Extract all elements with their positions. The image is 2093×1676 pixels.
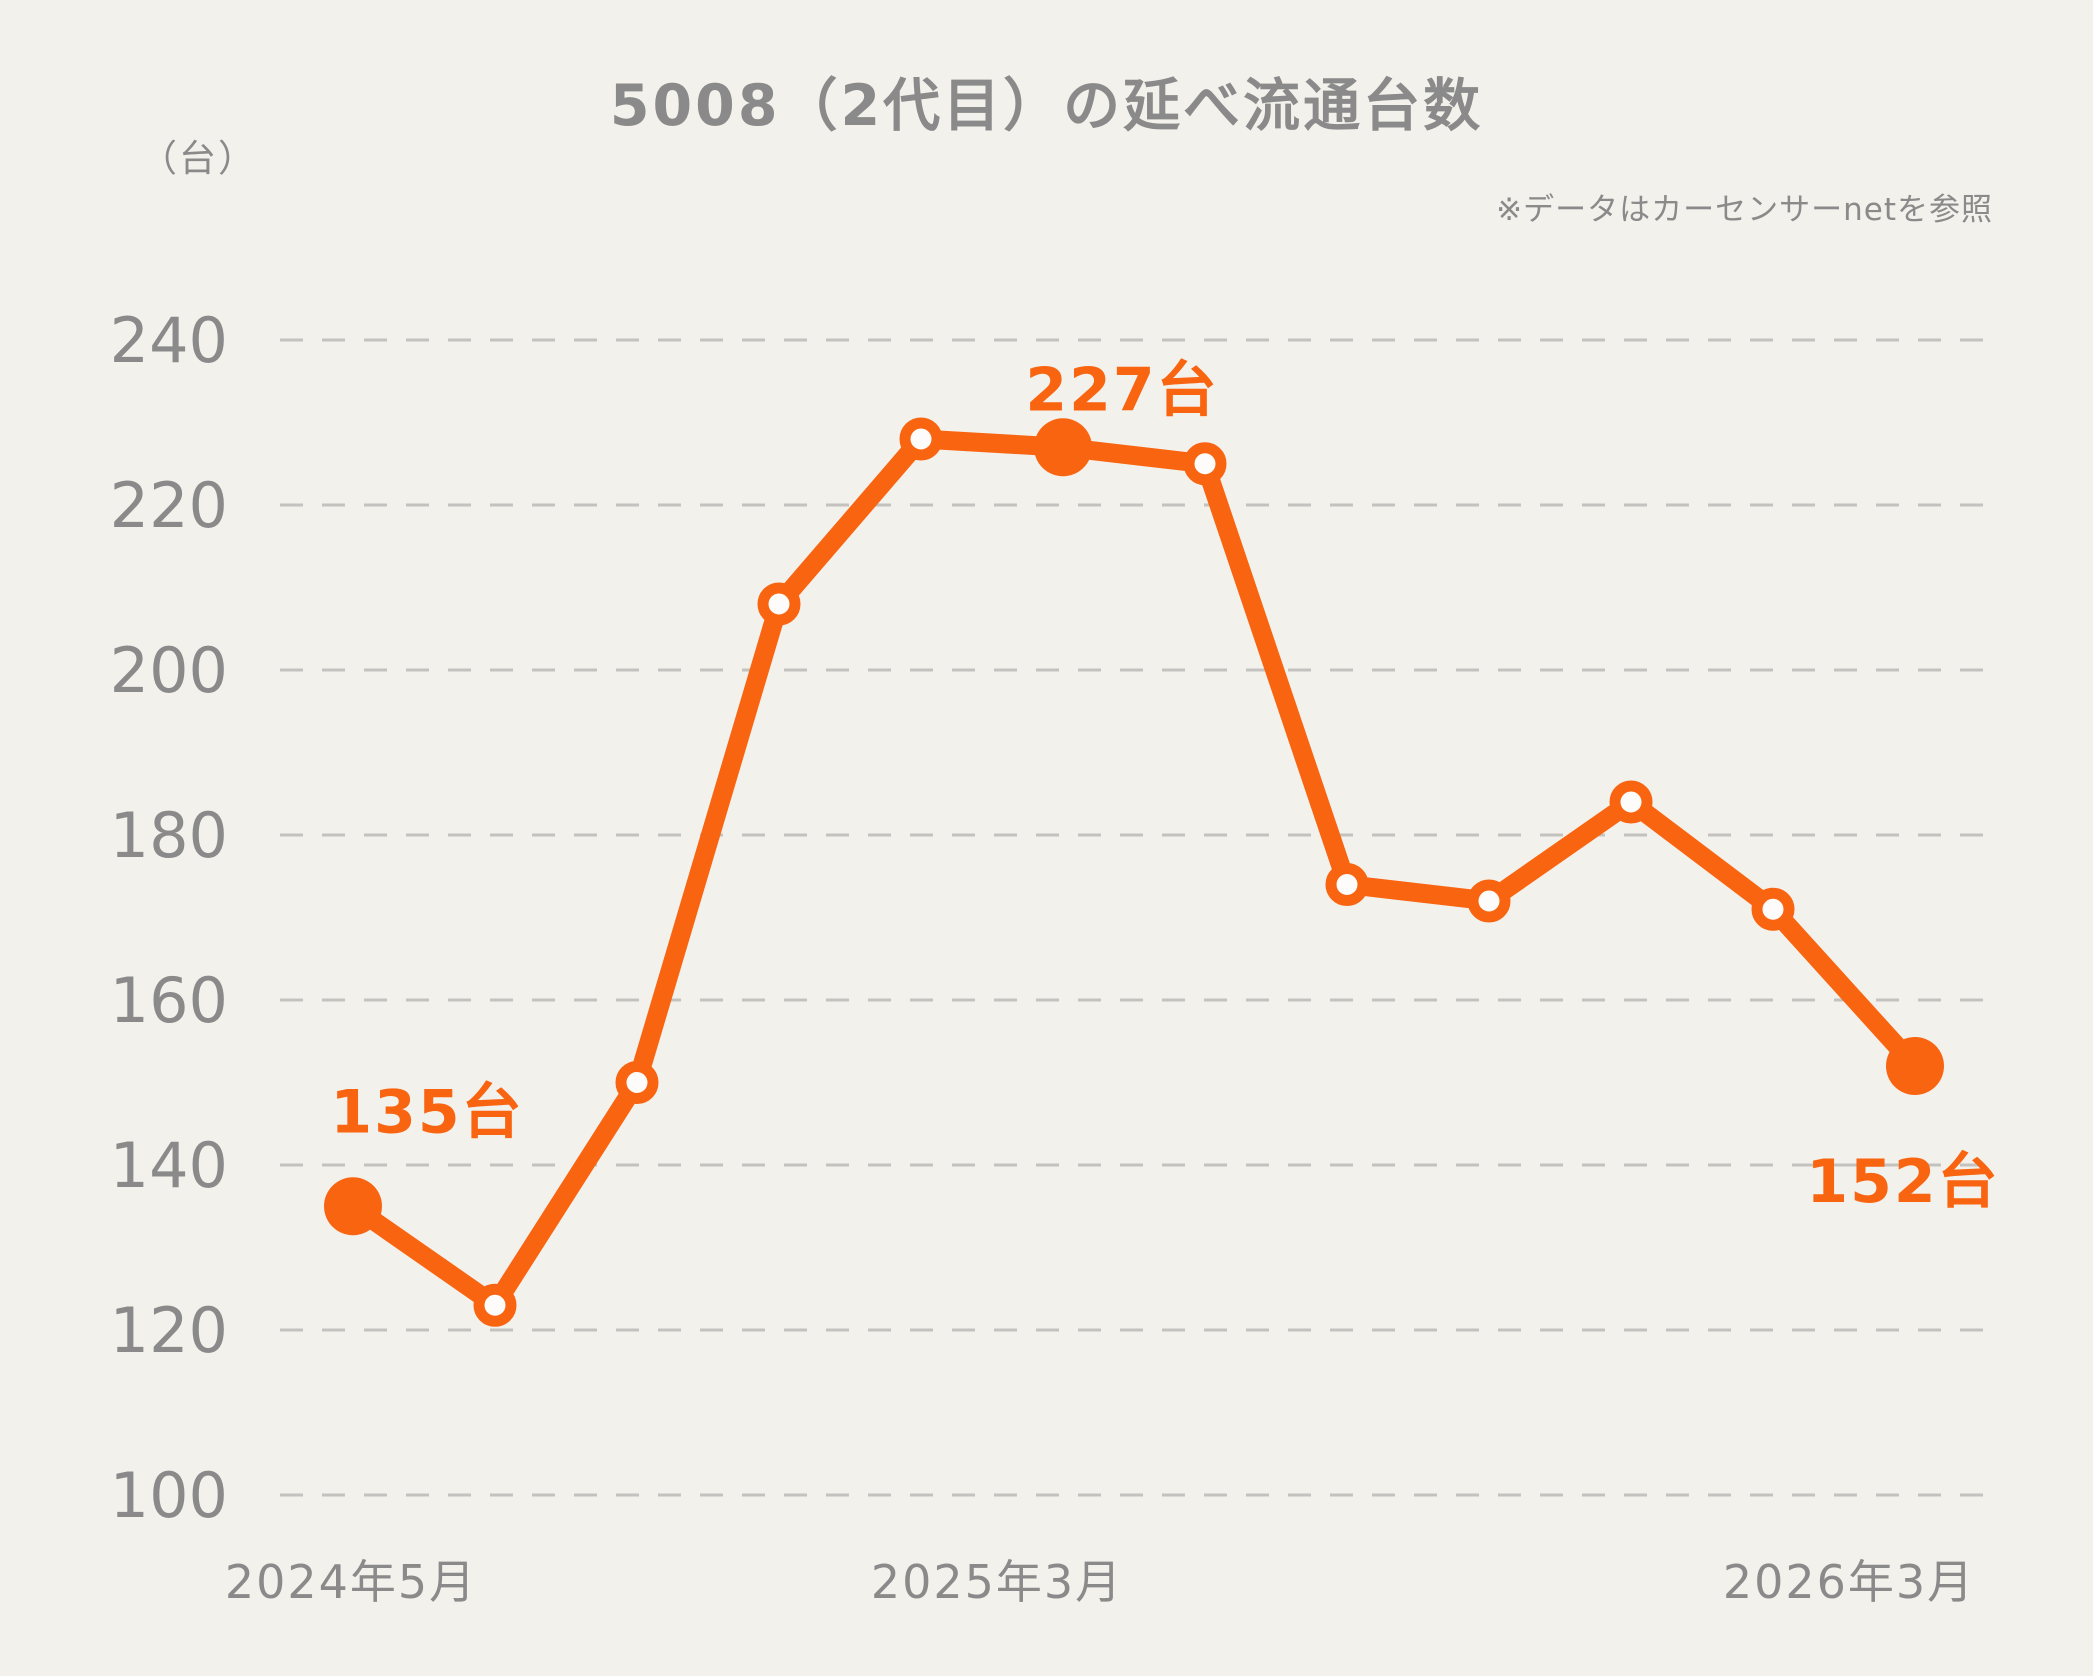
y-tick-label-240: 240 [110, 304, 228, 377]
y-tick-label-100: 100 [110, 1459, 228, 1532]
y-tick-label-180: 180 [110, 799, 228, 872]
data-point-3 [757, 582, 801, 626]
y-tick-label-220: 220 [110, 469, 228, 542]
data-point-10 [1751, 887, 1795, 931]
data-point-8 [1467, 879, 1511, 923]
source-note: ※データはカーセンサーnetを参照 [1496, 192, 1993, 228]
data-point-filled-11 [1886, 1037, 1944, 1095]
x-tick-label-0: 2024年5月 [225, 1555, 477, 1609]
data-point-6 [1183, 442, 1227, 486]
point-value-label-0: 135台 [330, 1077, 523, 1147]
point-value-label-5: 227台 [1025, 355, 1218, 425]
data-point-1 [473, 1283, 517, 1327]
data-point-9 [1609, 780, 1653, 824]
y-axis-unit-label: （台） [140, 137, 257, 180]
data-point-filled-0 [324, 1177, 382, 1236]
data-point-filled-5 [1034, 418, 1092, 477]
data-point-4 [899, 417, 943, 461]
y-tick-label-120: 120 [110, 1294, 228, 1367]
chart-title: 5008（2代目）の延べ流通台数 [609, 73, 1484, 139]
point-value-label-11: 152台 [1806, 1147, 1999, 1217]
x-tick-label-11: 2026年3月 [1723, 1555, 1975, 1609]
data-point-7 [1325, 863, 1369, 906]
y-tick-label-200: 200 [110, 634, 228, 707]
y-tick-label-160: 160 [110, 964, 228, 1037]
data-line [343, 429, 1925, 1315]
x-tick-label-5: 2025年3月 [871, 1555, 1123, 1609]
data-point-2 [615, 1061, 659, 1104]
y-tick-label-140: 140 [110, 1129, 228, 1202]
